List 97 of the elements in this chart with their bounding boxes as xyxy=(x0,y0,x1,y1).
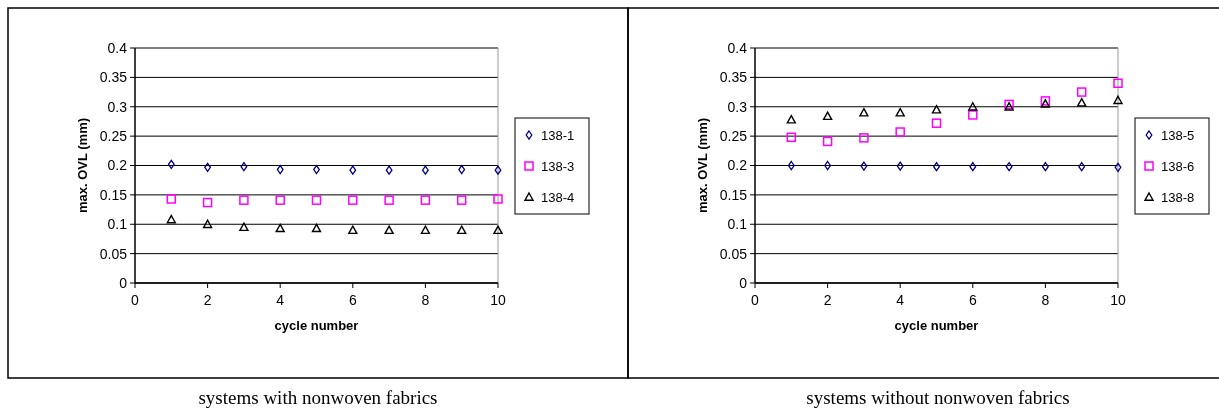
y-tick-label: 0.1 xyxy=(727,216,748,233)
point xyxy=(493,194,503,204)
point xyxy=(421,165,429,175)
x-tick-label: 0 xyxy=(131,292,140,308)
point xyxy=(240,162,248,172)
point xyxy=(859,133,869,143)
y-tick-label: 0 xyxy=(739,274,748,291)
y-tick-label: 0.35 xyxy=(719,69,748,86)
x-tick-label: 0 xyxy=(751,292,760,308)
point xyxy=(384,225,394,235)
legend-label: 138-4 xyxy=(541,189,575,205)
point xyxy=(787,160,795,171)
point xyxy=(931,118,942,128)
y-tick-label: 0.35 xyxy=(99,69,128,86)
point xyxy=(349,165,357,175)
point xyxy=(204,162,212,172)
y-tick-label: 0.25 xyxy=(719,128,748,145)
point xyxy=(1076,87,1087,97)
y-tick-label: 0.15 xyxy=(99,186,128,203)
point xyxy=(786,132,797,143)
point xyxy=(275,223,285,233)
legend-label: 138-3 xyxy=(541,158,575,174)
x-tick-label: 8 xyxy=(421,292,430,308)
legend-label: 138-5 xyxy=(1161,127,1195,143)
x-tick-label: 4 xyxy=(276,292,285,308)
y-tick-label: 0.2 xyxy=(727,157,748,174)
point xyxy=(1078,162,1086,172)
point xyxy=(969,162,977,172)
point xyxy=(896,161,904,171)
point xyxy=(968,110,978,120)
y-tick-label: 0.2 xyxy=(107,157,128,174)
y-tick-label: 0.3 xyxy=(107,98,128,115)
x-tick-label: 6 xyxy=(968,292,977,308)
point xyxy=(494,165,502,175)
y-tick-label: 0.05 xyxy=(719,245,748,262)
point xyxy=(385,165,393,175)
point xyxy=(348,225,358,235)
y-tick-label: 0.1 xyxy=(107,216,128,233)
x-tick-label: 10 xyxy=(490,292,506,308)
point xyxy=(1114,162,1122,172)
x-tick-label: 4 xyxy=(896,292,905,308)
point xyxy=(420,195,431,205)
point xyxy=(275,195,285,205)
legend-label: 138-8 xyxy=(1161,189,1195,205)
y-tick-label: 0.3 xyxy=(727,98,748,115)
point xyxy=(1041,162,1049,172)
point xyxy=(420,225,431,235)
point xyxy=(458,164,466,175)
point xyxy=(824,160,832,171)
text: systems without nonwoven fabrics xyxy=(806,387,1070,408)
x-axis-title: cycle number xyxy=(894,318,979,333)
x-tick-label: 8 xyxy=(1041,292,1050,308)
y-tick-label: 0.25 xyxy=(99,128,128,145)
point xyxy=(1005,162,1013,172)
point xyxy=(1113,78,1123,88)
point xyxy=(348,195,358,205)
y-axis-title: max. OVL (mm) xyxy=(75,117,90,214)
y-tick-label: 0.05 xyxy=(99,245,128,262)
point xyxy=(239,195,249,205)
point xyxy=(822,136,833,147)
point xyxy=(968,102,978,111)
legend-label: 138-6 xyxy=(1161,158,1195,174)
point xyxy=(166,214,176,224)
x-tick-label: 2 xyxy=(823,292,832,308)
point xyxy=(895,127,905,137)
y-tick-label: 0 xyxy=(119,274,128,291)
point xyxy=(202,219,213,229)
point xyxy=(276,164,284,175)
point xyxy=(456,195,467,205)
x-tick-label: 6 xyxy=(348,292,357,308)
point xyxy=(457,225,467,235)
y-tick-label: 0.4 xyxy=(107,39,128,56)
point xyxy=(166,194,177,204)
y-axis-title: max. OVL (mm) xyxy=(695,117,710,214)
legend-label: 138-1 xyxy=(541,127,575,143)
point xyxy=(822,111,833,121)
point xyxy=(202,197,213,208)
point xyxy=(167,159,175,169)
point xyxy=(239,222,249,232)
point xyxy=(859,107,869,117)
point xyxy=(1113,95,1123,105)
x-axis-title: cycle number xyxy=(274,318,359,333)
y-tick-label: 0.15 xyxy=(719,186,748,203)
point xyxy=(786,114,796,124)
point xyxy=(311,195,322,205)
point xyxy=(931,104,942,114)
text: systems with nonwoven fabrics xyxy=(198,387,438,408)
point xyxy=(933,162,940,172)
point xyxy=(895,107,905,117)
x-tick-label: 2 xyxy=(203,292,212,308)
point xyxy=(384,195,394,205)
point xyxy=(493,225,503,235)
y-tick-label: 0.4 xyxy=(727,39,748,56)
point xyxy=(860,161,868,171)
point xyxy=(1077,97,1087,107)
point xyxy=(311,223,322,233)
x-tick-label: 10 xyxy=(1110,292,1126,308)
